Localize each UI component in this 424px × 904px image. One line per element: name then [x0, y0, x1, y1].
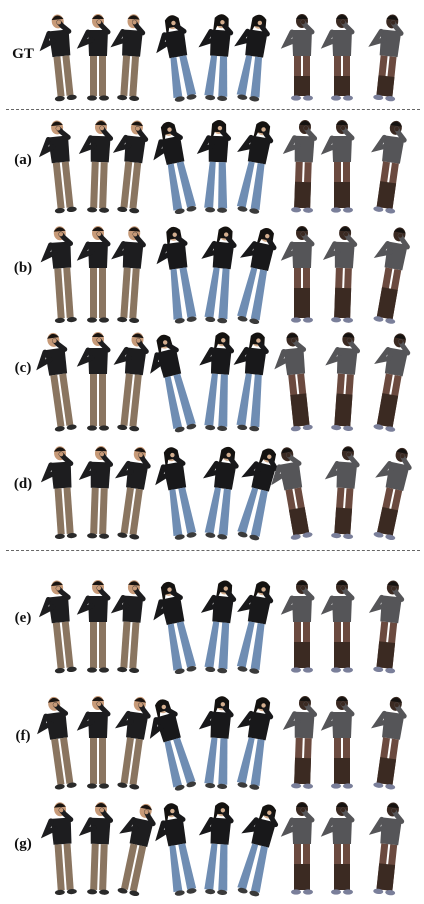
person-figure — [117, 803, 156, 897]
person-figure — [149, 699, 197, 791]
subjects-render — [40, 802, 405, 897]
dashed-divider — [6, 109, 420, 110]
person-figure — [237, 448, 279, 541]
person-figure — [155, 447, 197, 540]
row-label: (e) — [14, 610, 32, 626]
row-d: (d) — [0, 440, 424, 544]
person-figure — [370, 696, 407, 790]
person-figure — [198, 696, 234, 790]
person-figure — [156, 15, 197, 102]
person-figure — [40, 446, 77, 540]
subjects-render — [37, 696, 407, 791]
subjects-render — [38, 580, 405, 675]
person-figure — [274, 332, 313, 432]
person-figure — [153, 581, 197, 675]
person-figure — [198, 14, 234, 102]
person-figure — [282, 120, 318, 213]
row-b: (b) — [0, 220, 424, 328]
person-figure — [114, 696, 151, 790]
person-figure — [373, 333, 411, 432]
person-figure — [202, 446, 239, 540]
person-figure — [38, 120, 77, 214]
person-figure — [320, 580, 355, 673]
person-figure — [282, 696, 318, 789]
subjects-render — [39, 14, 404, 102]
row-f: (f) — [0, 690, 424, 794]
person-figure — [38, 580, 77, 674]
person-figure — [234, 14, 270, 102]
person-figure — [320, 696, 355, 789]
person-figure — [37, 696, 77, 790]
person-figure — [110, 14, 146, 102]
dashed-divider — [6, 550, 420, 551]
person-figure — [40, 802, 77, 896]
person-figure — [200, 580, 237, 674]
person-figure — [280, 226, 315, 323]
subjects-render — [40, 226, 410, 325]
person-figure — [271, 447, 313, 540]
person-figure — [368, 802, 405, 896]
person-figure — [36, 332, 77, 432]
row-gt: GT — [0, 8, 424, 106]
row-label: (c) — [14, 360, 32, 376]
row-e: (e) — [0, 574, 424, 678]
person-figure — [280, 580, 315, 673]
row-a: (a) — [0, 114, 424, 218]
person-figure — [322, 226, 358, 323]
person-figure — [196, 120, 232, 213]
person-figure — [320, 120, 355, 213]
person-figure — [320, 14, 355, 101]
person-figure — [76, 14, 111, 101]
person-figure — [76, 226, 111, 323]
person-figure — [112, 120, 149, 214]
person-figure — [78, 446, 114, 539]
person-figure — [114, 446, 151, 540]
person-figure — [113, 332, 149, 432]
person-figure — [320, 802, 355, 895]
person-figure — [110, 580, 146, 674]
person-figure — [76, 580, 111, 673]
subjects-render — [36, 332, 411, 433]
row-label: (b) — [13, 260, 33, 276]
person-figure — [155, 803, 197, 896]
person-figure — [236, 121, 274, 214]
person-figure — [153, 121, 197, 215]
person-figure — [233, 332, 269, 432]
subjects-render — [40, 446, 412, 541]
person-figure — [76, 696, 111, 789]
person-figure — [280, 14, 315, 101]
subjects-render — [38, 120, 407, 215]
person-figure — [237, 804, 279, 897]
row-g: (g) — [0, 796, 424, 900]
person-figure — [373, 227, 410, 324]
person-figure — [39, 14, 77, 102]
person-figure — [236, 581, 274, 674]
row-label: (g) — [14, 836, 32, 852]
person-figure — [280, 802, 315, 895]
person-figure — [76, 332, 111, 431]
person-figure — [150, 334, 197, 433]
person-figure — [325, 332, 361, 432]
row-label: GT — [12, 46, 34, 62]
person-figure — [78, 802, 114, 895]
person-figure — [370, 120, 407, 214]
row-label: (f) — [15, 728, 31, 744]
person-figure — [156, 226, 197, 324]
row-c: (c) — [0, 326, 424, 436]
row-label: (d) — [13, 476, 33, 492]
person-figure — [237, 227, 277, 325]
person-figure — [40, 226, 77, 324]
person-figure — [368, 580, 405, 674]
person-figure — [201, 226, 237, 324]
person-figure — [236, 697, 274, 790]
row-label: (a) — [14, 152, 32, 168]
person-figure — [111, 226, 146, 324]
person-figure — [199, 332, 235, 432]
person-figure — [373, 447, 412, 541]
person-figure — [198, 802, 234, 896]
person-figure — [368, 14, 404, 102]
person-figure — [324, 446, 360, 540]
person-figure — [78, 120, 114, 213]
